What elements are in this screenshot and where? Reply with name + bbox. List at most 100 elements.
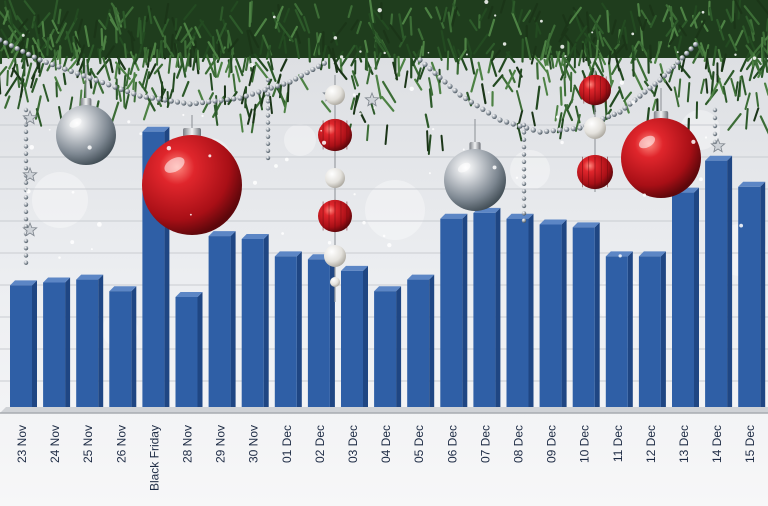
silver-bauble-icon — [444, 119, 506, 211]
fir-needle — [153, 15, 165, 38]
fir-needle — [267, 61, 277, 82]
x-tick-label: 28 Nov — [181, 425, 195, 463]
bar-series — [10, 126, 766, 413]
fir-needle — [613, 48, 621, 72]
fir-needle — [2, 44, 10, 59]
bar-face — [175, 297, 198, 413]
bead — [93, 77, 99, 83]
snowflake — [631, 32, 635, 36]
bead — [156, 96, 162, 102]
fir-needle — [678, 24, 687, 37]
ornament-ball — [56, 105, 116, 165]
fir-needle — [745, 108, 749, 130]
bead — [432, 70, 438, 76]
fir-needle — [46, 37, 50, 56]
fir-needle — [37, 12, 51, 28]
bokeh-light — [365, 180, 425, 240]
bead — [661, 72, 668, 79]
fir-needle — [248, 1, 252, 28]
bead — [274, 83, 281, 89]
fir-needle — [8, 49, 20, 70]
fir-needle — [72, 42, 79, 57]
fir-needle — [51, 19, 60, 35]
fir-needle — [350, 97, 356, 111]
snowflake — [127, 120, 131, 124]
fir-needle — [84, 25, 90, 48]
x-tick-label: 03 Dec — [346, 425, 360, 463]
snowflake — [387, 242, 392, 248]
bar-top — [208, 231, 236, 237]
bar-face — [473, 212, 496, 413]
fir-needle — [330, 22, 347, 44]
fir-needle — [93, 19, 98, 39]
bar-top — [440, 213, 468, 219]
pearl-bead — [584, 117, 606, 139]
bead — [304, 69, 310, 76]
fir-needle — [62, 72, 67, 86]
bead — [642, 89, 648, 95]
bar-3 — [76, 274, 104, 413]
bar-top — [274, 251, 302, 257]
fir-needle — [611, 19, 617, 35]
snowflake — [359, 112, 362, 116]
bar-face — [506, 218, 529, 413]
x-tick-label: 05 Dec — [412, 425, 426, 463]
bead — [521, 130, 527, 135]
fir-needle — [254, 18, 268, 37]
fir-needle — [283, 7, 291, 23]
fir-needle — [114, 16, 122, 35]
fir-needle — [260, 89, 266, 107]
fir-needle — [395, 58, 406, 80]
bead — [670, 64, 676, 70]
snowflake — [409, 86, 414, 92]
snowflake — [377, 7, 382, 13]
fir-needle — [708, 7, 714, 22]
fir-needle — [52, 0, 59, 21]
fir-needle — [336, 66, 348, 80]
fir-needle — [8, 32, 14, 47]
bar-12 — [374, 286, 402, 413]
bar-side — [197, 292, 203, 413]
fir-needle — [575, 25, 588, 42]
bar-side — [627, 251, 633, 413]
fir-needle — [181, 80, 190, 97]
fir-needle — [229, 14, 244, 34]
fir-needle — [730, 77, 737, 97]
fir-needle — [693, 19, 706, 42]
bead — [265, 141, 271, 146]
fir-needle — [705, 78, 709, 94]
fir-needle — [764, 57, 768, 73]
bar-top — [705, 155, 733, 161]
fir-needle — [487, 50, 494, 74]
fir-needle — [374, 41, 379, 56]
fir-needle — [108, 12, 118, 30]
fir-needle — [204, 56, 218, 75]
bar-top — [738, 181, 766, 187]
ornament-highlight — [457, 162, 471, 173]
fir-needle — [435, 6, 445, 29]
snowflake — [560, 44, 565, 49]
bead — [87, 75, 93, 81]
fir-needle — [629, 10, 637, 33]
ornament-highlight — [638, 135, 656, 149]
bar-top — [142, 126, 170, 132]
fir-needle — [428, 77, 434, 96]
bar-side — [694, 187, 699, 413]
fir-needle — [731, 0, 735, 22]
bead — [557, 127, 563, 133]
bead — [23, 144, 29, 149]
star-icon — [364, 91, 380, 107]
snowflake — [284, 157, 289, 162]
fir-needle — [739, 50, 752, 72]
x-tick-label: 26 Nov — [114, 425, 128, 463]
fir-needle — [581, 42, 585, 63]
fir-needle — [166, 91, 170, 107]
fir-needle — [37, 14, 41, 34]
fir-needle — [55, 81, 58, 98]
fir-needle — [118, 6, 134, 26]
fir-needle — [700, 78, 706, 95]
fir-needle — [756, 0, 768, 16]
fir-needle — [469, 54, 476, 75]
bead — [265, 134, 271, 139]
fir-needle — [30, 73, 36, 89]
